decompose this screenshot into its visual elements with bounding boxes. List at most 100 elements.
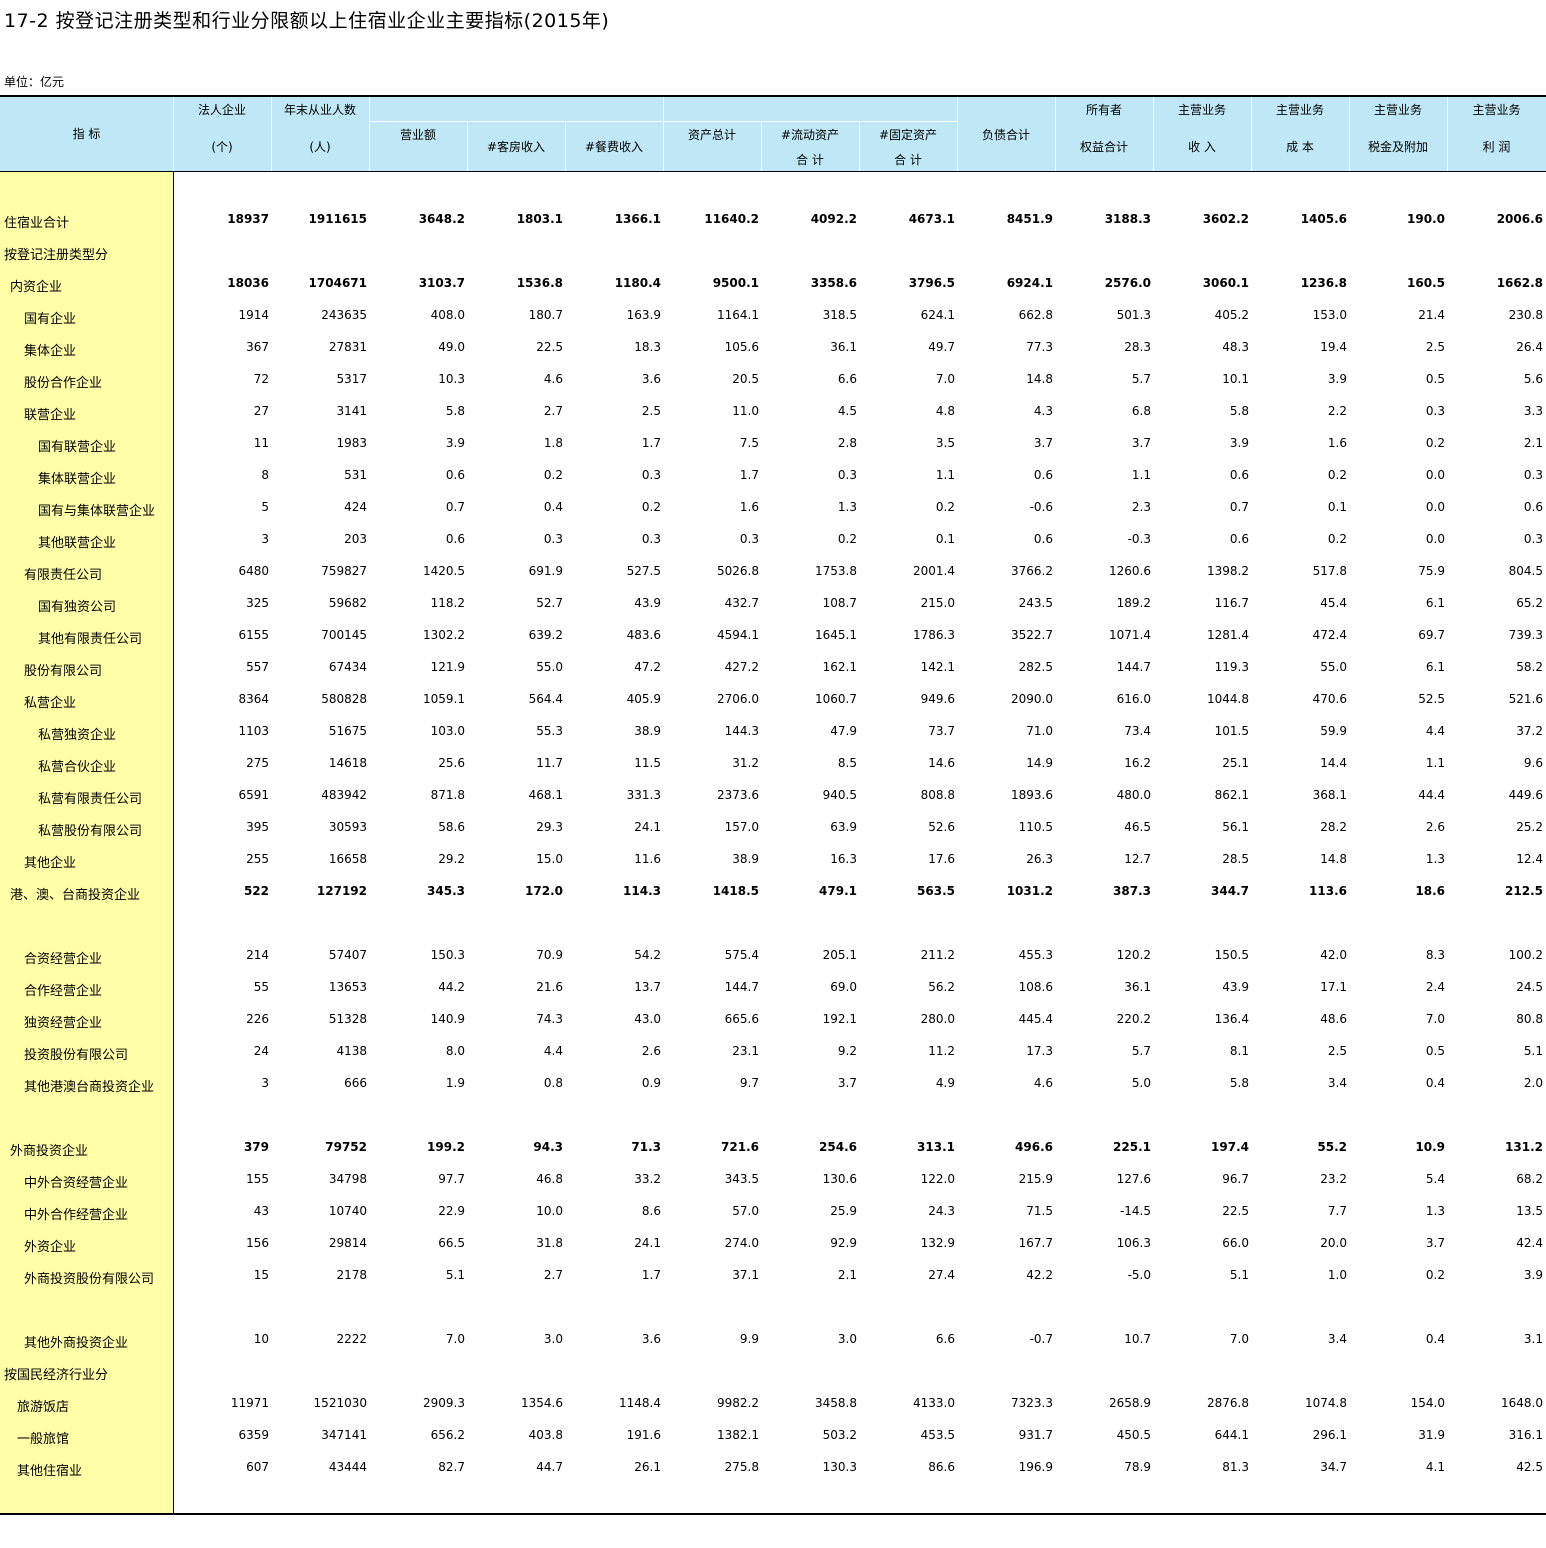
cell-value: 1.0 [1327, 1268, 1347, 1282]
cell-value: 2.1 [837, 1268, 857, 1282]
cell-value: 468.1 [528, 788, 563, 802]
cell-value: 11.2 [928, 1044, 955, 1058]
cell-value: 52.7 [536, 596, 563, 610]
cell-value: 28.5 [1222, 852, 1249, 866]
row-label: 其他港澳台商投资企业 [24, 1080, 155, 1095]
cell-value: 10 [253, 1332, 269, 1346]
cell-value: 24.1 [634, 1236, 661, 1250]
cell-value: 367 [246, 340, 269, 354]
cell-value: 1074.8 [1305, 1396, 1347, 1410]
cell-value: 55.2 [1317, 1140, 1347, 1154]
cell-value: 18.3 [634, 340, 661, 354]
cell-value: 94.3 [533, 1140, 563, 1154]
cell-value: 42.5 [1516, 1460, 1543, 1474]
cell-value: 3060.1 [1202, 276, 1249, 290]
cell-value: 10.0 [536, 1204, 563, 1218]
cell-value: 2.2 [1327, 404, 1347, 418]
cell-value: 150.5 [1214, 948, 1249, 962]
cell-value: 105.6 [724, 340, 759, 354]
cell-value: 9982.2 [717, 1396, 759, 1410]
cell-value: 318.5 [822, 308, 857, 322]
cell-value: 3796.5 [908, 276, 955, 290]
cell-value: 22.5 [1222, 1204, 1249, 1218]
cell-value: 3.7 [1425, 1236, 1445, 1250]
cell-value: 25.9 [830, 1204, 857, 1218]
cell-value: 2.6 [1425, 820, 1445, 834]
cell-value: 136.4 [1214, 1012, 1249, 1026]
cell-value: 225.1 [1113, 1140, 1151, 1154]
cell-value: 455.3 [1018, 948, 1053, 962]
cell-value: 1983 [336, 436, 367, 450]
cell-value: 1059.1 [423, 692, 465, 706]
cell-value: 4.1 [1425, 1460, 1445, 1474]
cell-value: 0.2 [1327, 468, 1347, 482]
cell-value: 57.0 [732, 1204, 759, 1218]
cell-value: 0.3 [1523, 468, 1543, 482]
cell-value: 36.1 [1124, 980, 1151, 994]
cell-value: 9.7 [739, 1076, 759, 1090]
cell-value: 46.5 [1124, 820, 1151, 834]
cell-value: 43.0 [634, 1012, 661, 1026]
cell-value: 3141 [336, 404, 367, 418]
table-row: 其他外商投资企业 10 2222 7.0 3.0 3.6 9.9 3.0 6.6 -0.7 10.7… [0, 1323, 1546, 1355]
cell-value: 0.6 [445, 468, 465, 482]
cell-value: 424 [344, 500, 367, 514]
cell-value: 5.4 [1425, 1172, 1445, 1186]
cell-value: 73.7 [928, 724, 955, 738]
cell-value: 0.3 [837, 468, 857, 482]
cell-value: 557 [246, 660, 269, 674]
cell-value: 0.0 [1425, 468, 1445, 482]
cell-value: 5.8 [1229, 404, 1249, 418]
cell-value: 130.3 [822, 1460, 857, 1474]
cell-value: 503.2 [822, 1428, 857, 1442]
cell-value: -0.6 [1029, 500, 1053, 514]
cell-value: 150.3 [430, 948, 465, 962]
cell-value: 2.1 [1523, 436, 1543, 450]
row-label: 中外合作经营企业 [24, 1208, 129, 1223]
cell-value: 2.5 [1327, 1044, 1347, 1058]
cell-value: 55.0 [536, 660, 563, 674]
cell-value: 132.9 [920, 1236, 955, 1250]
cell-value: 1236.8 [1300, 276, 1347, 290]
cell-value: 665.6 [724, 1012, 759, 1026]
cell-value: 36.1 [830, 340, 857, 354]
cell-value: 5.7 [1131, 1044, 1151, 1058]
header-employees-unit: (人) [309, 140, 331, 154]
cell-value: 808.8 [920, 788, 955, 802]
cell-value: 156 [246, 1236, 269, 1250]
header-meal-revenue: #餐费收入 [584, 140, 644, 154]
row-label: 集体联营企业 [38, 472, 117, 487]
table-row: 住宿业合计 18937 1911615 3648.2 1803.1 1366.1 11640… [0, 203, 1546, 235]
header-turnover: 营业额 [399, 128, 436, 142]
row-label: 其他企业 [24, 856, 77, 871]
cell-value: 243635 [321, 308, 367, 322]
cell-value: 1420.5 [423, 564, 465, 578]
cell-value: 0.5 [1425, 372, 1445, 386]
cell-value: 71.5 [1026, 1204, 1053, 1218]
cell-value: 5 [261, 500, 269, 514]
cell-value: -0.3 [1127, 532, 1151, 546]
cell-value: 522 [243, 884, 269, 898]
cell-value: 73.4 [1124, 724, 1151, 738]
cell-value: 74.3 [536, 1012, 563, 1026]
table-row: 联营企业 27 3141 5.8 2.7 2.5 11.0 4.5 4.8 4.3 6.8 5.8 2.… [0, 395, 1546, 427]
cell-value: 131.2 [1505, 1140, 1543, 1154]
cell-value: 27.4 [928, 1268, 955, 1282]
header-fixed-assets-sub: 合 计 [894, 153, 922, 167]
cell-value: 127.6 [1116, 1172, 1151, 1186]
header-main-revenue-sub: 收 入 [1188, 140, 1216, 154]
cell-value: 29814 [328, 1236, 367, 1250]
cell-value: 1521030 [313, 1396, 367, 1410]
row-label: 国有与集体联营企业 [38, 504, 156, 519]
cell-value: 155 [246, 1172, 269, 1186]
row-label: 合作经营企业 [24, 984, 103, 999]
cell-value: 0.3 [739, 532, 759, 546]
cell-value: 405.2 [1214, 308, 1249, 322]
cell-value: 28.2 [1320, 820, 1347, 834]
cell-value: 3.9 [445, 436, 465, 450]
table-row: 独资经营企业 226 51328 140.9 74.3 43.0 665.6 192.1 280… [0, 1003, 1546, 1035]
cell-value: 4.5 [837, 404, 857, 418]
cell-value: 11971 [230, 1396, 269, 1410]
cell-value: 8451.9 [1006, 212, 1053, 226]
table-title: 17-2 按登记注册类型和行业分限额以上住宿业企业主要指标(2015年) [4, 10, 610, 32]
